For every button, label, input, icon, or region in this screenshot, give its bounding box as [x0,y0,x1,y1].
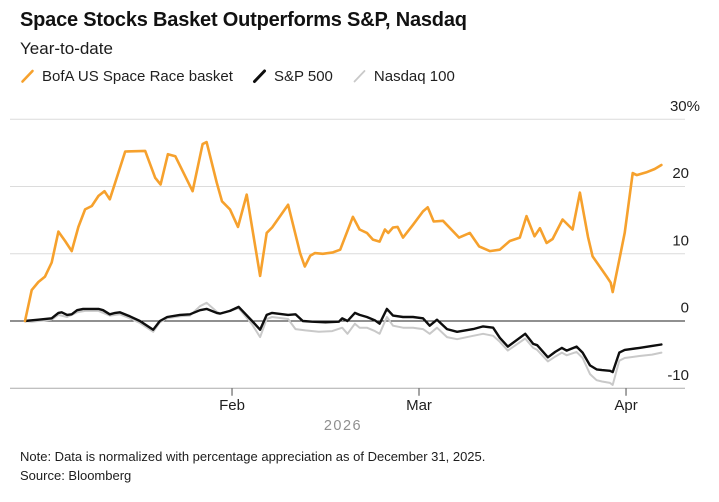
y-axis-label: -10 [667,367,689,384]
chart-area: 30% 20 10 0 -10 Feb Mar Apr 2026 [0,93,719,445]
legend-label: BofA US Space Race basket [42,68,233,85]
x-axis-label: Apr [614,397,637,414]
y-axis-label: 10 [672,232,689,249]
series-line-bofa-us-space-race-basket [23,140,663,323]
y-axis-label: 30% [670,98,700,115]
y-axis-label: 0 [681,300,689,317]
series-line-s-p-500 [23,305,663,374]
slash-marker-icon [353,70,366,83]
series-line-nasdaq-100 [24,301,663,386]
year-label: 2026 [324,418,362,434]
x-axis-label: Feb [219,397,245,414]
legend-item-sp500: S&P 500 [252,68,333,85]
x-axis-label: Mar [406,397,432,414]
slash-marker-icon [252,69,266,83]
line-chart: 30% 20 10 0 -10 Feb Mar Apr 2026 [10,98,700,434]
chart-footer: Note: Data is normalized with percentage… [0,447,719,485]
slash-marker-icon [21,69,34,83]
y-axis-label: 20 [672,165,689,182]
chart-subtitle: Year-to-date [20,39,113,58]
chart-legend: BofA US Space Race basket S&P 500 Nasdaq… [20,68,719,85]
legend-label: S&P 500 [273,68,333,85]
chart-title: Space Stocks Basket Outperforms S&P, Nas… [20,9,467,31]
legend-item-nasdaq100: Nasdaq 100 [352,68,455,85]
footnote: Note: Data is normalized with percentage… [20,449,486,464]
chart-header: Space Stocks Basket Outperforms S&P, Nas… [0,8,719,85]
legend-item-space-basket: BofA US Space Race basket [20,68,233,85]
source-credit: Source: Bloomberg [20,468,132,483]
legend-label: Nasdaq 100 [373,68,455,85]
